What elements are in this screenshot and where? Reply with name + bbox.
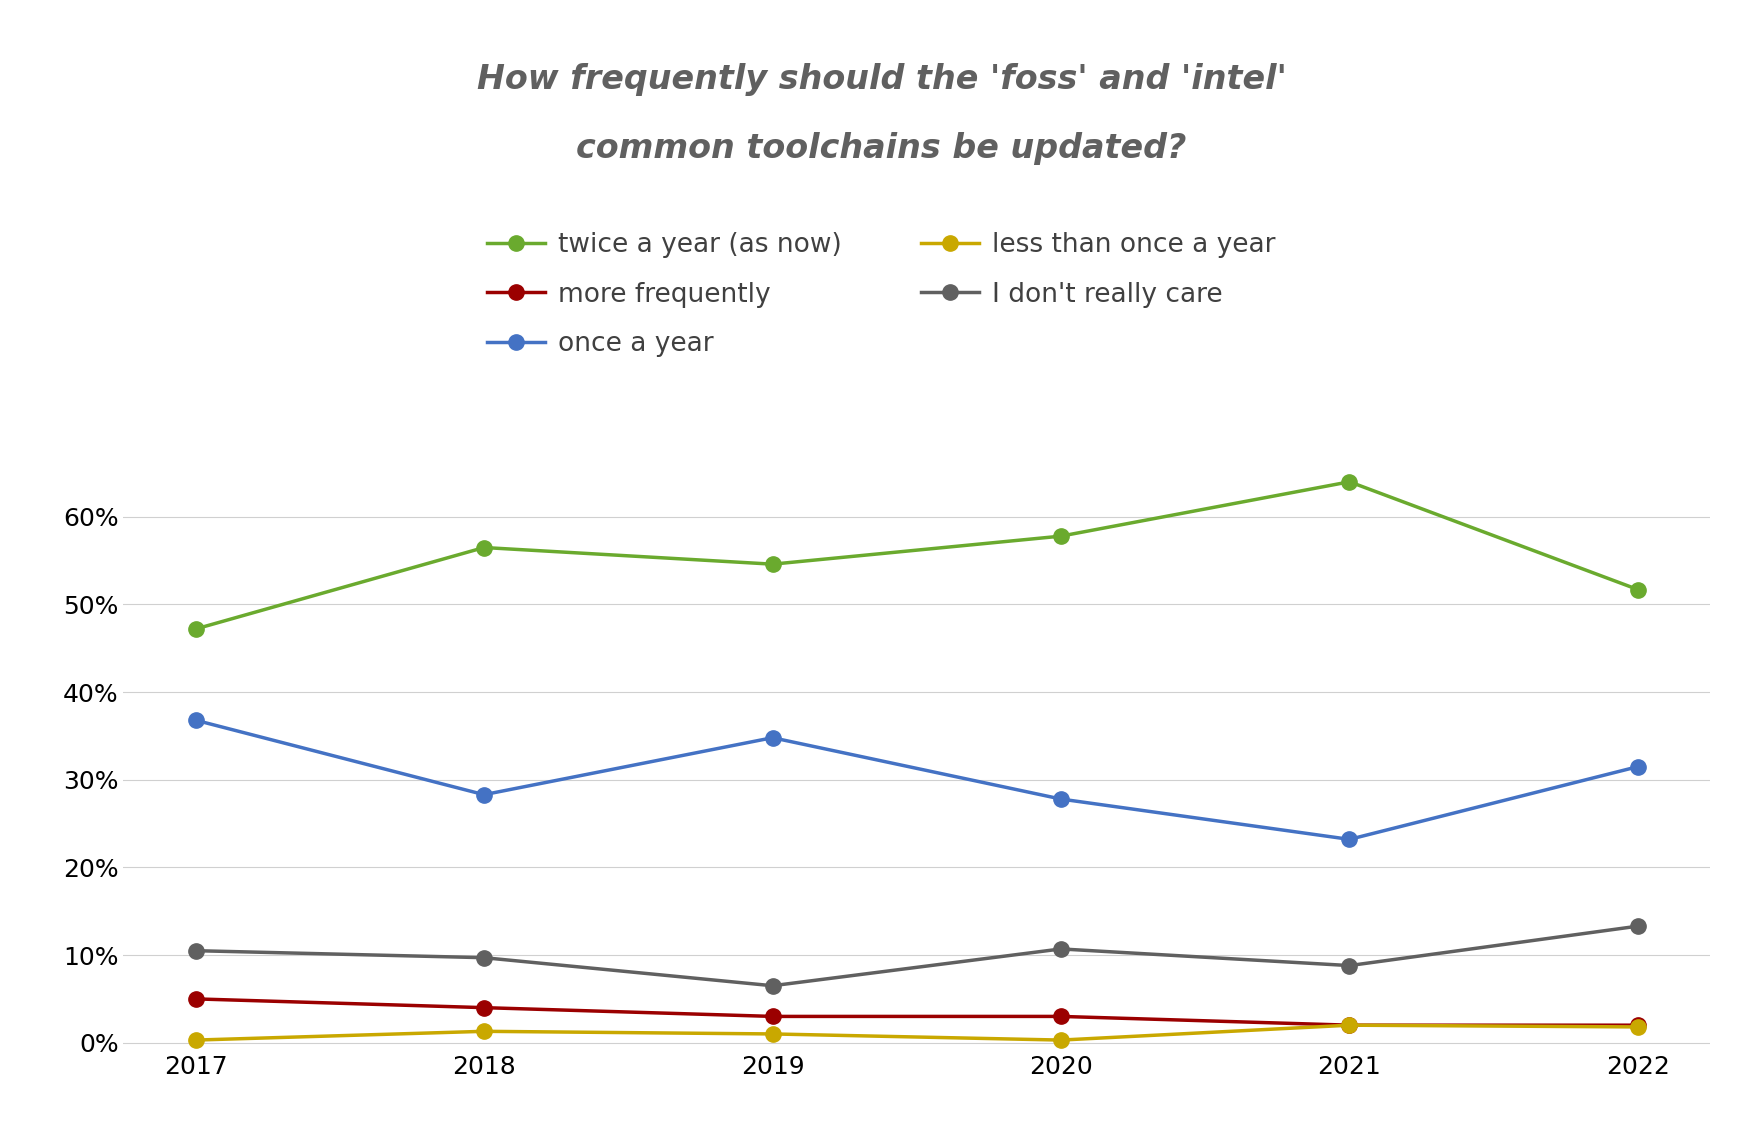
I don't really care bbox=[1338, 958, 1359, 972]
twice a year (as now) bbox=[1338, 475, 1359, 488]
more frequently bbox=[1338, 1018, 1359, 1031]
less than once a year bbox=[1338, 1018, 1359, 1031]
twice a year (as now) bbox=[474, 541, 495, 555]
less than once a year bbox=[1051, 1034, 1072, 1047]
more frequently bbox=[185, 992, 206, 1005]
Text: common toolchains be updated?: common toolchains be updated? bbox=[577, 132, 1186, 164]
twice a year (as now) bbox=[762, 557, 783, 570]
more frequently bbox=[474, 1001, 495, 1014]
Line: more frequently: more frequently bbox=[189, 992, 1645, 1033]
more frequently bbox=[762, 1010, 783, 1023]
I don't really care bbox=[1627, 920, 1648, 933]
once a year bbox=[1627, 760, 1648, 774]
more frequently bbox=[1627, 1018, 1648, 1031]
twice a year (as now) bbox=[1627, 583, 1648, 597]
I don't really care bbox=[474, 950, 495, 964]
Legend: twice a year (as now), more frequently, once a year, less than once a year, I do: twice a year (as now), more frequently, … bbox=[474, 219, 1289, 371]
less than once a year bbox=[474, 1025, 495, 1038]
I don't really care bbox=[1051, 942, 1072, 956]
once a year bbox=[762, 731, 783, 745]
Line: I don't really care: I don't really care bbox=[189, 919, 1645, 994]
more frequently bbox=[1051, 1010, 1072, 1023]
less than once a year bbox=[762, 1027, 783, 1041]
I don't really care bbox=[185, 944, 206, 957]
once a year bbox=[1338, 833, 1359, 847]
once a year bbox=[185, 713, 206, 727]
I don't really care bbox=[762, 979, 783, 993]
Text: How frequently should the 'foss' and 'intel': How frequently should the 'foss' and 'in… bbox=[476, 64, 1287, 96]
once a year bbox=[474, 787, 495, 801]
Line: once a year: once a year bbox=[189, 712, 1645, 847]
twice a year (as now) bbox=[1051, 529, 1072, 543]
less than once a year bbox=[1627, 1020, 1648, 1034]
Line: less than once a year: less than once a year bbox=[189, 1018, 1645, 1047]
twice a year (as now) bbox=[185, 622, 206, 636]
once a year bbox=[1051, 792, 1072, 806]
less than once a year bbox=[185, 1034, 206, 1047]
Line: twice a year (as now): twice a year (as now) bbox=[189, 475, 1645, 637]
